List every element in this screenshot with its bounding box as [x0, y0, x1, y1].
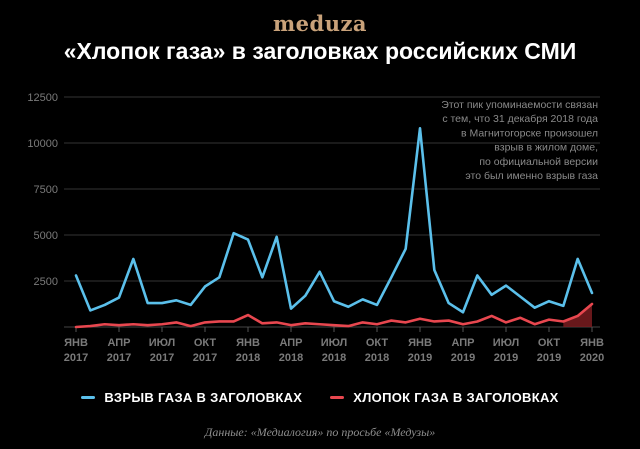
y-tick-label: 5000 [34, 230, 58, 242]
legend: ВЗРЫВ ГАЗА В ЗАГОЛОВКАХ ХЛОПОК ГАЗА В ЗА… [0, 390, 640, 405]
chart-title: «Хлопок газа» в заголовках российских СМ… [63, 38, 577, 64]
meduza-logo: meduza [272, 11, 368, 36]
x-tick-label: АПР 2019 [451, 337, 475, 364]
x-tick-label: АПР 2018 [279, 337, 303, 364]
x-tick-label: АПР 2017 [107, 337, 131, 364]
legend-item-pop: ХЛОПОК ГАЗА В ЗАГОЛОВКАХ [330, 390, 558, 405]
y-tick-label: 2500 [34, 276, 58, 288]
x-tick-label: ЯНВ 2018 [236, 337, 260, 364]
y-tick-label: 7500 [34, 184, 58, 196]
y-tick-label: 10000 [27, 138, 58, 150]
x-tick-label: ЯНВ 2019 [408, 337, 432, 364]
pop-series-area [563, 304, 592, 327]
legend-swatch-explosion [81, 396, 96, 399]
legend-swatch-pop [330, 396, 345, 399]
x-tick-label: ИЮЛ 2017 [149, 337, 176, 364]
x-tick-label: ЯНВ 2017 [64, 337, 88, 364]
pop-series-line [74, 302, 594, 329]
x-tick-label: ОКТ 2017 [193, 337, 217, 364]
x-tick-label: ОКТ 2019 [537, 337, 561, 364]
x-tick-label: ИЮЛ 2018 [321, 337, 348, 364]
x-tick-label: ИЮЛ 2019 [493, 337, 520, 364]
y-tick-label: 12500 [27, 92, 58, 104]
x-tick-label: ОКТ 2018 [365, 337, 389, 364]
x-tick-label: ЯНВ 2020 [580, 337, 604, 364]
legend-label-pop: ХЛОПОК ГАЗА В ЗАГОЛОВКАХ [353, 390, 559, 405]
data-source-note: Данные: «Медиалогия» по просьбе «Медузы» [204, 425, 436, 439]
peak-annotation: Этот пик упоминаемости связан с тем, что … [441, 99, 598, 182]
legend-label-explosion: ВЗРЫВ ГАЗА В ЗАГОЛОВКАХ [104, 390, 303, 405]
legend-item-explosion: ВЗРЫВ ГАЗА В ЗАГОЛОВКАХ [81, 390, 302, 405]
